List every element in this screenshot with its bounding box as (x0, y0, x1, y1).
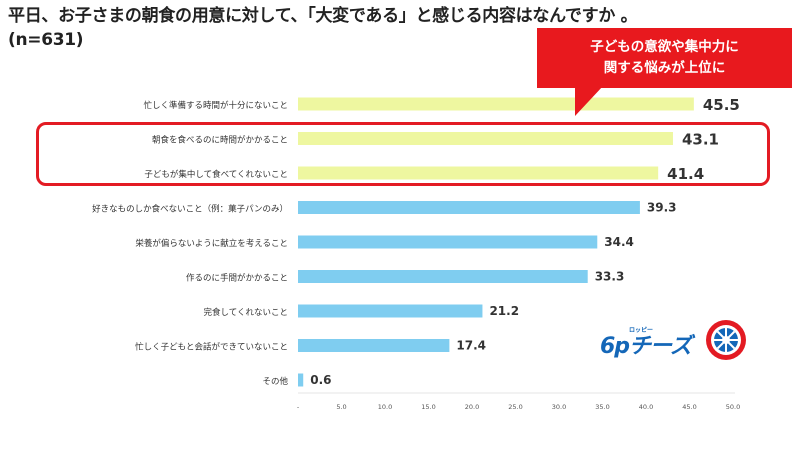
logo-text: 6pチーズ (600, 334, 692, 359)
x-tick-label: - (297, 403, 300, 411)
callout-line2: 関する悩みが上位に (603, 60, 726, 76)
bar (298, 304, 483, 318)
category-label: 忙しく準備する時間が十分にないこと (143, 100, 288, 111)
bar (298, 166, 659, 180)
x-tick-label: 35.0 (595, 403, 609, 411)
category-label: その他 (262, 376, 288, 387)
value-label: 0.6 (310, 373, 331, 387)
value-label: 33.3 (595, 270, 625, 284)
category-label: 朝食を食べるのに時間がかかること (152, 135, 288, 146)
x-tick-label: 10.0 (378, 403, 392, 411)
value-label: 34.4 (604, 235, 634, 249)
x-tick-label: 15.0 (421, 403, 435, 411)
x-tick-label: 30.0 (552, 403, 566, 411)
x-tick-label: 50.0 (726, 403, 740, 411)
value-label: 41.4 (667, 165, 704, 183)
logo-emblem-icon (706, 320, 746, 360)
x-tick-label: 40.0 (639, 403, 653, 411)
sample-size-label: (n=631) (8, 30, 84, 50)
category-label: 好きなものしか食べないこと（例：菓子パンのみ） (92, 204, 288, 215)
value-label: 21.2 (489, 304, 519, 318)
chart-title: 平日、お子さまの朝食の用意に対して、「大変である」と感じる内容はなんですか 。 (8, 6, 638, 26)
bar (298, 339, 450, 352)
highlight-box (36, 122, 770, 186)
bar (298, 235, 598, 249)
category-label: 子どもが集中して食べてくれないこと (144, 169, 288, 180)
callout-line1: 子どもの意欲や集中力に (590, 39, 739, 55)
bar (298, 201, 640, 214)
category-label: 完食してくれないこと (204, 307, 289, 318)
value-label: 45.5 (703, 96, 740, 114)
callout-box: 子どもの意欲や集中力に 関する悩みが上位に (537, 28, 792, 88)
x-tick-label: 20.0 (465, 403, 479, 411)
brand-logo: 6pチーズ ロッピー (600, 318, 750, 366)
value-label: 43.1 (682, 131, 719, 149)
value-label: 17.4 (456, 339, 486, 353)
bar (298, 97, 694, 111)
bar (298, 270, 588, 283)
x-tick-label: 25.0 (508, 403, 522, 411)
category-label: 忙しく子どもと会話ができていないこと (135, 342, 288, 353)
x-tick-label: 45.0 (682, 403, 696, 411)
callout-pointer (575, 86, 603, 116)
bar (298, 373, 304, 387)
category-label: 栄養が偏らないように献立を考えること (135, 238, 288, 249)
bar (298, 132, 673, 145)
x-tick-label: 5.0 (336, 403, 346, 411)
logo-subtext: ロッピー (629, 327, 654, 334)
value-label: 39.3 (647, 201, 677, 215)
category-label: 作るのに手間がかかること (186, 273, 288, 284)
